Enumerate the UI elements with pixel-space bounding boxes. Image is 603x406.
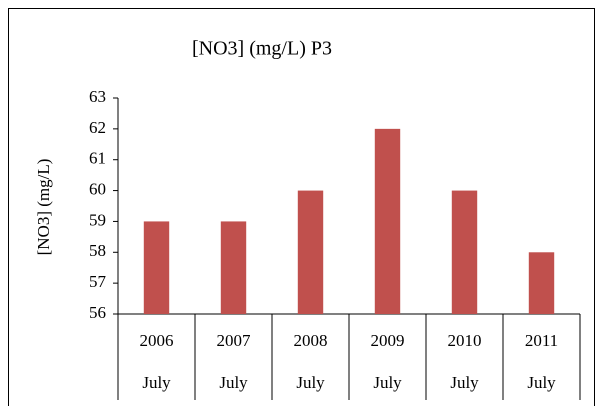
x-tick-label: 2008: [294, 331, 328, 350]
x-subtick-label: July: [450, 373, 479, 392]
y-tick-label: 58: [89, 241, 106, 260]
y-tick-label: 60: [89, 179, 106, 198]
x-tick-label: 2010: [448, 331, 482, 350]
x-subtick-label: July: [527, 373, 556, 392]
y-tick-label: 62: [89, 118, 106, 137]
y-axis-label: [NO3] (mg/L): [34, 159, 53, 256]
bar: [528, 252, 555, 314]
x-tick-label: 2007: [217, 331, 252, 350]
chart-frame: [8, 8, 595, 406]
x-tick-label: 2011: [525, 331, 558, 350]
bar: [143, 221, 170, 314]
y-tick-label: 57: [89, 272, 107, 291]
x-subtick-label: July: [219, 373, 248, 392]
x-subtick-label: July: [142, 373, 171, 392]
chart-title: [NO3] (mg/L) P3: [192, 38, 332, 60]
bar: [220, 221, 247, 314]
x-subtick-label: July: [296, 373, 325, 392]
x-tick-label: 2006: [140, 331, 174, 350]
y-tick-label: 63: [89, 87, 106, 106]
bar: [297, 190, 324, 314]
bar: [374, 128, 401, 314]
y-tick-label: 56: [89, 303, 106, 322]
x-subtick-label: July: [373, 373, 402, 392]
y-tick-label: 59: [89, 210, 106, 229]
bar: [451, 190, 478, 314]
y-tick-label: 61: [89, 149, 106, 168]
x-tick-label: 2009: [371, 331, 405, 350]
